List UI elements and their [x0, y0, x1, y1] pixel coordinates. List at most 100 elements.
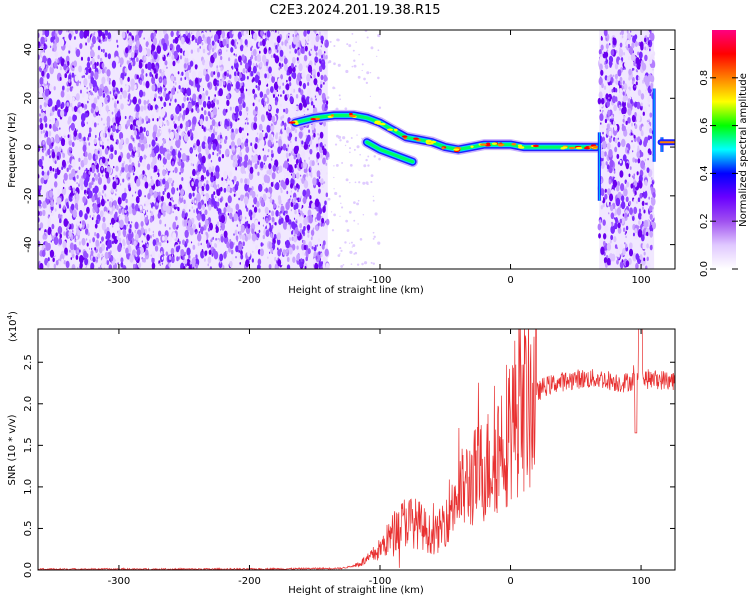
noise-blob	[102, 92, 106, 98]
noise-blob	[114, 150, 117, 155]
noise-blob	[178, 240, 181, 245]
noise-blob	[610, 114, 614, 119]
noise-blob	[236, 239, 238, 242]
noise-blob	[282, 221, 288, 230]
noise-blob	[108, 210, 110, 213]
noise-blob	[268, 263, 272, 269]
noise-blob	[218, 80, 223, 87]
noise-blob	[167, 172, 170, 176]
noise-blob	[136, 178, 141, 187]
noise-blob	[192, 244, 196, 250]
noise-blob	[93, 122, 97, 128]
noise-blob	[79, 254, 84, 264]
noise-blob	[243, 160, 248, 168]
noise-blob	[200, 250, 205, 259]
noise-blob	[339, 215, 341, 217]
noise-blob	[140, 105, 144, 112]
noise-blob	[348, 210, 352, 214]
noise-blob	[216, 99, 220, 105]
noise-blob	[293, 155, 296, 160]
noise-blob	[164, 123, 166, 127]
noise-blob	[636, 171, 639, 176]
noise-blob	[233, 238, 236, 242]
noise-blob	[79, 89, 83, 94]
noise-blob	[294, 48, 298, 54]
noise-blob	[346, 43, 349, 46]
noise-blob	[353, 59, 356, 62]
noise-blob	[185, 212, 188, 218]
noise-blob	[187, 63, 189, 66]
noise-blob	[292, 34, 295, 38]
noise-blob	[122, 178, 125, 183]
noise-blob	[40, 130, 43, 134]
noise-blob	[350, 263, 353, 265]
noise-blob	[649, 32, 655, 42]
noise-blob	[201, 107, 204, 111]
noise-blob	[322, 148, 327, 156]
noise-blob	[265, 135, 268, 139]
noise-blob	[353, 148, 356, 151]
noise-blob	[172, 204, 175, 209]
noise-blob	[291, 172, 296, 180]
noise-blob	[89, 215, 92, 218]
noise-blob	[293, 235, 297, 243]
noise-blob	[118, 208, 122, 215]
noise-blob	[273, 234, 277, 240]
noise-blob	[117, 262, 119, 265]
noise-blob	[54, 135, 60, 144]
noise-blob	[635, 64, 638, 68]
snr-series-line	[38, 329, 675, 570]
noise-blob	[222, 108, 227, 116]
noise-blob	[231, 128, 234, 134]
noise-blob	[93, 97, 98, 105]
noise-blob	[276, 89, 279, 93]
noise-blob	[164, 60, 168, 66]
noise-blob	[152, 230, 154, 234]
noise-blob	[254, 163, 258, 170]
noise-blob	[88, 239, 92, 244]
noise-blob	[131, 99, 134, 103]
noise-blob	[320, 153, 323, 159]
noise-blob	[119, 57, 124, 65]
noise-blob	[267, 256, 269, 259]
y-tick-label: -20	[23, 188, 34, 204]
noise-blob	[286, 190, 289, 195]
noise-blob	[39, 262, 44, 269]
noise-blob	[277, 31, 280, 34]
noise-blob	[263, 154, 267, 162]
noise-blob	[167, 233, 173, 243]
noise-blob	[366, 183, 369, 186]
noise-blob	[158, 119, 163, 128]
noise-blob	[341, 161, 344, 164]
noise-blob	[220, 225, 222, 228]
noise-blob	[361, 63, 364, 66]
noise-blob	[91, 247, 93, 251]
noise-blob	[606, 164, 610, 170]
noise-blob	[651, 197, 656, 204]
noise-blob	[610, 49, 615, 56]
noise-blob	[185, 70, 190, 79]
noise-blob	[133, 240, 137, 247]
noise-blob	[634, 123, 638, 130]
noise-blob	[174, 166, 178, 174]
noise-blob	[365, 81, 369, 85]
noise-blob	[243, 30, 247, 37]
noise-blob	[256, 194, 259, 198]
noise-blob	[191, 181, 194, 187]
noise-blob	[286, 79, 288, 83]
noise-blob	[631, 114, 636, 123]
noise-blob	[66, 30, 68, 33]
noise-blob	[317, 238, 321, 243]
noise-blob	[49, 124, 52, 129]
noise-blob	[61, 258, 64, 264]
noise-blob	[174, 114, 178, 121]
noise-blob	[121, 166, 125, 173]
noise-blob	[92, 187, 96, 194]
noise-blob	[610, 135, 613, 139]
noise-blob	[265, 61, 269, 67]
noise-blob	[108, 81, 111, 85]
noise-blob	[119, 229, 121, 232]
noise-blob	[228, 178, 231, 181]
noise-blob	[226, 43, 229, 49]
noise-blob	[259, 161, 264, 169]
